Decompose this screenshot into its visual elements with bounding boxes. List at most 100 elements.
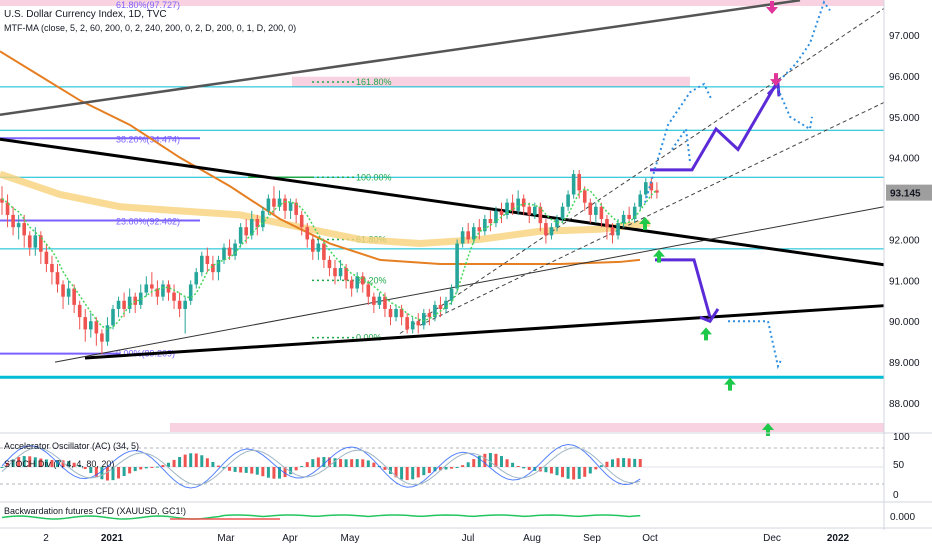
candle-body[interactable] <box>560 206 565 219</box>
candle-body[interactable] <box>544 223 548 236</box>
candle-body[interactable] <box>61 284 65 297</box>
candle-body[interactable] <box>510 202 515 211</box>
candle-body[interactable] <box>333 268 337 277</box>
candle-body[interactable] <box>216 259 221 273</box>
candle-body[interactable] <box>127 296 132 309</box>
candle-body[interactable] <box>438 304 443 309</box>
candle-body[interactable] <box>644 182 648 195</box>
candle-body[interactable] <box>594 206 598 215</box>
candle-body[interactable] <box>488 219 493 224</box>
candle-body[interactable] <box>394 308 398 318</box>
candle-body[interactable] <box>155 288 160 297</box>
candle-body[interactable] <box>383 296 387 309</box>
candle-body[interactable] <box>405 317 409 330</box>
candle-body[interactable] <box>505 202 509 215</box>
candle-body[interactable] <box>388 308 393 318</box>
candle-body[interactable] <box>72 288 76 305</box>
candle-body[interactable] <box>16 223 21 228</box>
candle-body[interactable] <box>266 198 271 211</box>
candle-body[interactable] <box>360 276 365 285</box>
candle-body[interactable] <box>372 296 376 305</box>
candle-body[interactable] <box>11 214 15 228</box>
candle-body[interactable] <box>144 284 149 293</box>
candle-body[interactable] <box>227 247 232 256</box>
candle-body[interactable] <box>605 219 609 228</box>
candle-body[interactable] <box>161 284 165 297</box>
candle-body[interactable] <box>33 235 38 248</box>
candle-body[interactable] <box>5 202 10 215</box>
candle-body[interactable] <box>288 202 293 211</box>
candle-body[interactable] <box>44 251 49 264</box>
candle-body[interactable] <box>138 292 143 305</box>
candle-body[interactable] <box>616 223 620 236</box>
candle-body[interactable] <box>83 317 88 330</box>
candle-body[interactable] <box>422 313 426 326</box>
candle-body[interactable] <box>471 227 476 240</box>
candle-body[interactable] <box>555 219 559 228</box>
candle-body[interactable] <box>533 206 537 215</box>
candle-body[interactable] <box>449 288 454 301</box>
candle-body[interactable] <box>344 268 348 281</box>
candle-body[interactable] <box>272 198 276 207</box>
candle-body[interactable] <box>638 194 643 207</box>
candle-body[interactable] <box>27 235 32 248</box>
candle-body[interactable] <box>566 194 570 207</box>
candle-body[interactable] <box>610 227 615 236</box>
candle-body[interactable] <box>349 280 354 289</box>
candle-body[interactable] <box>483 219 487 232</box>
candle-body[interactable] <box>222 247 226 260</box>
candle-body[interactable] <box>116 300 121 309</box>
candle-body[interactable] <box>66 288 71 297</box>
candle-body[interactable] <box>516 198 520 211</box>
candle-body[interactable] <box>122 300 126 309</box>
candle-body[interactable] <box>527 206 532 215</box>
candle-body[interactable] <box>172 292 176 301</box>
candle-body[interactable] <box>627 214 631 219</box>
candle-body[interactable] <box>105 325 110 342</box>
candle-body[interactable] <box>621 214 626 224</box>
candle-body[interactable] <box>188 284 193 301</box>
candle-body[interactable] <box>0 198 4 203</box>
candle-body[interactable] <box>455 243 459 289</box>
candle-body[interactable] <box>377 296 382 305</box>
candle-body[interactable] <box>538 206 543 224</box>
candle-body[interactable] <box>582 190 587 203</box>
candle-body[interactable] <box>89 321 93 330</box>
candle-body[interactable] <box>277 198 282 207</box>
candle-body[interactable] <box>100 333 104 342</box>
candle-body[interactable] <box>521 198 526 207</box>
candle-body[interactable] <box>200 255 204 273</box>
candle-body[interactable] <box>211 263 215 273</box>
candle-body[interactable] <box>499 210 504 215</box>
candle-body[interactable] <box>183 300 187 309</box>
candle-body[interactable] <box>294 202 298 215</box>
candle-body[interactable] <box>338 268 343 277</box>
candle-body[interactable] <box>466 231 470 240</box>
candle-body[interactable] <box>410 321 415 330</box>
candle-body[interactable] <box>549 227 554 236</box>
candle-body[interactable] <box>255 219 260 228</box>
candle-body[interactable] <box>55 272 60 285</box>
candle-body[interactable] <box>39 235 43 252</box>
candle-body[interactable] <box>194 272 199 285</box>
candle-body[interactable] <box>416 321 421 326</box>
candle-body[interactable] <box>50 263 54 273</box>
candle-body[interactable] <box>283 198 287 211</box>
candle-body[interactable] <box>94 321 99 334</box>
candle-body[interactable] <box>305 227 310 240</box>
candle-body[interactable] <box>632 206 637 219</box>
candle-body[interactable] <box>649 182 654 191</box>
candle-body[interactable] <box>22 223 26 236</box>
candle-body[interactable] <box>299 214 304 228</box>
candle-body[interactable] <box>366 284 371 297</box>
candle-body[interactable] <box>494 210 498 224</box>
candle-body[interactable] <box>355 276 359 289</box>
candle-body[interactable] <box>311 239 315 252</box>
candle-body[interactable] <box>205 255 210 264</box>
candle-body[interactable] <box>316 243 321 252</box>
candle-body[interactable] <box>249 219 254 236</box>
candle-body[interactable] <box>433 304 437 318</box>
candle-body[interactable] <box>477 227 482 232</box>
candle-body[interactable] <box>577 174 581 191</box>
